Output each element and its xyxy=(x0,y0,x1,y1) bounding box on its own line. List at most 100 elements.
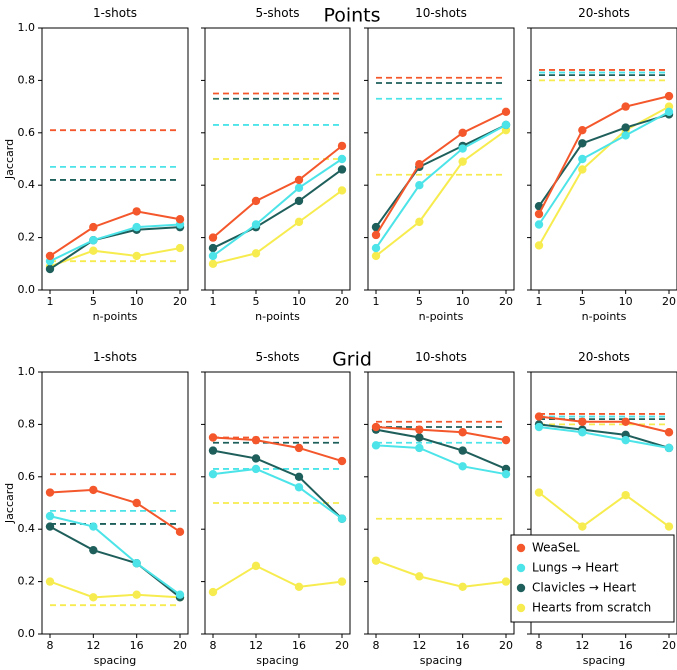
data-point-lungs-heart xyxy=(208,469,218,479)
series-line-clavicles-heart xyxy=(212,168,343,249)
legend-marker xyxy=(516,603,526,613)
data-point-hearts-from-scratch xyxy=(415,217,424,227)
data-point-lungs-heart xyxy=(415,443,424,453)
panel-10-shots: 10-shots 8 12 16 20 spacing xyxy=(364,350,515,667)
data-point-clavicles-heart xyxy=(208,243,218,253)
y-tick-label: 0.6 xyxy=(18,470,36,483)
series-line-hearts-from-scratch xyxy=(375,129,507,257)
data-point-weasel xyxy=(621,102,630,111)
data-point-weasel xyxy=(578,125,587,135)
data-point-hearts-from-scratch xyxy=(371,251,381,261)
row-title: Points xyxy=(323,5,380,27)
data-point-weasel xyxy=(501,107,511,117)
x-tick-label: 20 xyxy=(335,295,349,308)
data-point-clavicles-heart xyxy=(208,446,218,455)
x-tick-label: 10 xyxy=(619,295,633,308)
x-tick-label: 1 xyxy=(373,295,380,308)
x-tick-label: 10 xyxy=(456,295,470,308)
data-point-hearts-from-scratch xyxy=(208,587,218,597)
panel-frame xyxy=(367,27,515,291)
y-tick-label: 0.4 xyxy=(18,522,36,535)
data-point-weasel xyxy=(578,417,587,426)
data-point-hearts-from-scratch xyxy=(458,582,467,592)
x-axis-label: n-points xyxy=(255,310,300,323)
data-point-weasel xyxy=(132,207,141,216)
data-point-lungs-heart xyxy=(664,443,674,453)
series-line-hearts-from-scratch xyxy=(49,580,181,599)
data-point-lungs-heart xyxy=(578,154,587,164)
y-tick-label: 0.0 xyxy=(18,627,36,640)
series-line-lungs-heart xyxy=(212,158,343,257)
x-axis-label: n-points xyxy=(582,310,627,323)
data-point-clavicles-heart xyxy=(45,522,55,531)
data-point-clavicles-heart xyxy=(251,454,261,463)
panel-title: 10-shots xyxy=(415,6,467,20)
data-point-weasel xyxy=(45,251,55,261)
series-line-lungs-heart xyxy=(538,426,670,449)
data-point-weasel xyxy=(458,428,467,437)
data-point-weasel xyxy=(251,435,261,445)
row-title: Grid xyxy=(332,349,372,371)
data-point-clavicles-heart xyxy=(294,472,304,481)
series-line-hearts-from-scratch xyxy=(538,491,670,528)
series-line-clavicles-heart xyxy=(375,124,507,228)
x-tick-label: 10 xyxy=(130,295,144,308)
data-point-weasel xyxy=(415,425,424,434)
legend-box xyxy=(510,534,675,623)
data-point-hearts-from-scratch xyxy=(578,165,587,174)
data-point-weasel xyxy=(208,433,218,442)
data-point-weasel xyxy=(132,498,141,508)
panel-title: 5-shots xyxy=(255,6,299,20)
x-tick-label: 1 xyxy=(210,295,217,308)
series-line-lungs-heart xyxy=(538,110,670,226)
data-point-weasel xyxy=(89,485,98,495)
data-point-hearts-from-scratch xyxy=(534,488,544,497)
data-point-lungs-heart xyxy=(294,183,304,193)
panel-frame xyxy=(41,371,189,635)
x-tick-label: 12 xyxy=(249,639,263,652)
data-point-lungs-heart xyxy=(251,220,261,229)
data-point-lungs-heart xyxy=(458,462,467,471)
series-line-lungs-heart xyxy=(375,444,507,476)
data-point-clavicles-heart xyxy=(294,196,304,206)
data-point-lungs-heart xyxy=(132,559,141,568)
data-point-weasel xyxy=(208,233,218,242)
panel-title: 5-shots xyxy=(255,350,299,364)
data-point-weasel xyxy=(89,222,98,232)
panel-frame xyxy=(204,371,351,635)
data-point-weasel xyxy=(294,443,304,453)
data-point-clavicles-heart xyxy=(415,433,424,442)
panel-frame xyxy=(530,27,677,291)
data-point-lungs-heart xyxy=(132,222,141,232)
x-tick-label: 10 xyxy=(292,295,306,308)
data-point-hearts-from-scratch xyxy=(208,259,218,268)
series-line-hearts-from-scratch xyxy=(212,564,343,593)
x-tick-label: 5 xyxy=(253,295,260,308)
series-line-weasel xyxy=(375,110,507,236)
x-axis-label: spacing xyxy=(94,654,137,667)
data-point-lungs-heart xyxy=(251,464,261,474)
x-tick-label: 20 xyxy=(335,639,349,652)
legend-entry: Hearts from scratch xyxy=(532,601,651,615)
data-point-weasel xyxy=(415,160,424,169)
panel-1-shots: 1-shots 0.0 0.2 0.4 0.6 0.8 1.0 1 5 10 20 n-points xyxy=(18,6,189,323)
x-tick-label: 8 xyxy=(373,639,380,652)
panel-5-shots: 5-shots 1 5 10 20 n-points xyxy=(201,6,351,323)
x-tick-label: 20 xyxy=(662,295,676,308)
panel-frame xyxy=(204,27,351,291)
data-point-weasel xyxy=(534,412,544,421)
series-line-hearts-from-scratch xyxy=(212,189,343,265)
data-point-weasel xyxy=(621,417,630,426)
series-line-hearts-from-scratch xyxy=(49,247,181,268)
panel-1-shots: 1-shots 0.0 0.2 0.4 0.6 0.8 1.0 8 12 16 20 spacing xyxy=(18,350,189,667)
x-tick-label: 5 xyxy=(416,295,423,308)
data-point-lungs-heart xyxy=(501,120,511,130)
data-point-clavicles-heart xyxy=(578,139,587,148)
data-point-hearts-from-scratch xyxy=(415,572,424,581)
x-tick-label: 12 xyxy=(86,639,100,652)
data-point-lungs-heart xyxy=(371,441,381,450)
data-point-lungs-heart xyxy=(175,590,185,599)
legend-entry: Lungs → Heart xyxy=(532,561,619,575)
